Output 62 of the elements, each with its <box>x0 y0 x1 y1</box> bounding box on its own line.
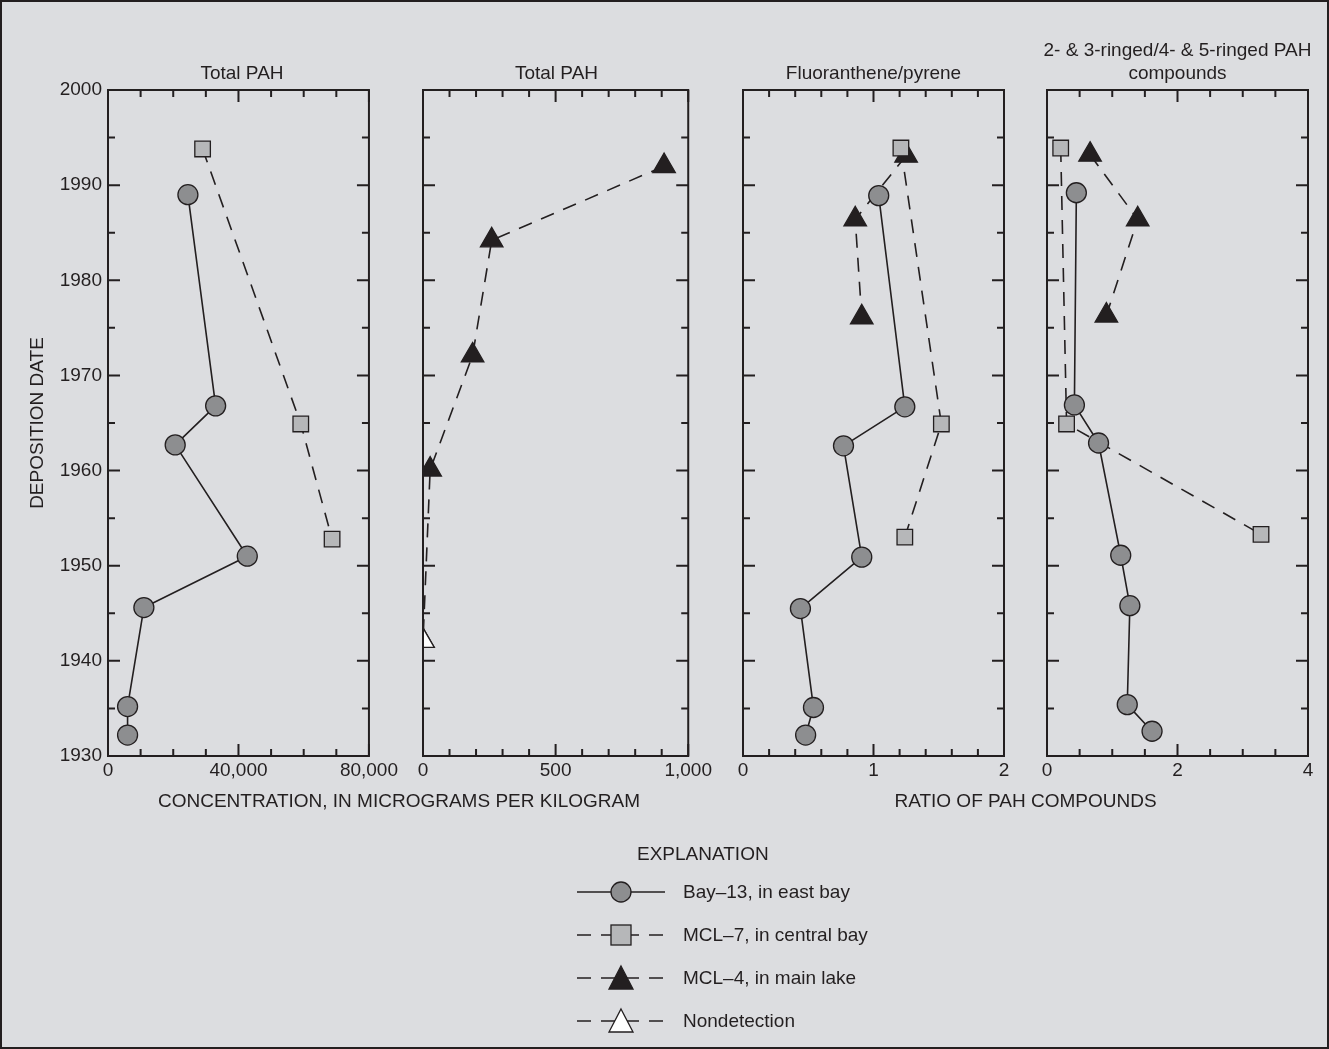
point <box>1087 432 1110 454</box>
point <box>868 184 890 207</box>
y-tick-label: 1960 <box>59 458 102 480</box>
point <box>1058 415 1075 433</box>
point <box>177 184 199 206</box>
point <box>802 696 825 719</box>
y-tick-label: 1930 <box>59 744 102 766</box>
point <box>323 530 341 548</box>
y-tick-label: 1980 <box>59 268 102 290</box>
point <box>1252 525 1270 543</box>
point <box>894 396 916 418</box>
point <box>1063 394 1086 416</box>
point <box>794 724 817 746</box>
point <box>1065 182 1088 204</box>
point <box>116 724 139 746</box>
point <box>292 415 310 433</box>
point <box>1141 720 1163 742</box>
point <box>204 395 227 417</box>
legend-label: MCL–7, in central bay <box>683 923 868 946</box>
x-tick-label: 80,000 <box>339 758 399 780</box>
point <box>236 545 258 567</box>
legend-title: EXPLANATION <box>636 842 770 866</box>
point <box>896 528 914 546</box>
text: Nondetection <box>683 1009 795 1032</box>
point <box>133 596 155 619</box>
x-axis-title: CONCENTRATION, IN MICROGRAMS PER KILOGRAM <box>156 790 642 812</box>
y-tick-label: 2000 <box>59 78 102 100</box>
x-tick-label: 0 <box>737 758 749 780</box>
y-tick-label: 1970 <box>59 363 102 385</box>
point <box>194 140 212 158</box>
chart-title: Total PAH <box>513 61 600 84</box>
point <box>832 435 855 457</box>
chart-title: 2- & 3-ringed/4- & 5-ringed PAH compounds <box>1042 38 1313 84</box>
point <box>932 415 950 433</box>
y-tick-label: 1990 <box>59 173 102 195</box>
x-tick-label: 2 <box>998 758 1010 780</box>
point <box>789 597 812 620</box>
x-tick-label: 4 <box>1302 758 1314 780</box>
point <box>851 546 873 568</box>
y-tick-label: 1940 <box>59 649 102 671</box>
point <box>116 695 139 718</box>
x-tick-label: 0 <box>102 758 114 780</box>
x-tick-label: 40,000 <box>209 758 268 780</box>
point <box>1119 595 1141 617</box>
legend-label: Bay–13, in east bay <box>683 880 850 903</box>
text: MCL–4, in main lake <box>683 966 857 989</box>
x-tick-label: 0 <box>417 758 429 780</box>
x-tick-label: 500 <box>539 758 572 780</box>
x-tick-label: 1 <box>868 758 879 780</box>
chart-title: Total PAH <box>200 62 284 83</box>
chart-title: Fluoranthene/pyrene <box>784 61 963 84</box>
point <box>1110 544 1132 566</box>
point <box>1052 139 1070 157</box>
y-axis-title: DEPOSITION DATE <box>26 337 48 509</box>
y-tick-label: 1950 <box>59 553 102 575</box>
x-axis-title: RATIO OF PAH COMPOUNDS <box>893 790 1158 812</box>
point <box>892 139 910 157</box>
x-tick-label: 0 <box>1041 758 1053 780</box>
x-tick-label: 1,000 <box>664 758 712 780</box>
point <box>1116 693 1138 716</box>
x-tick-label: 2 <box>1172 758 1183 780</box>
point <box>164 434 186 456</box>
